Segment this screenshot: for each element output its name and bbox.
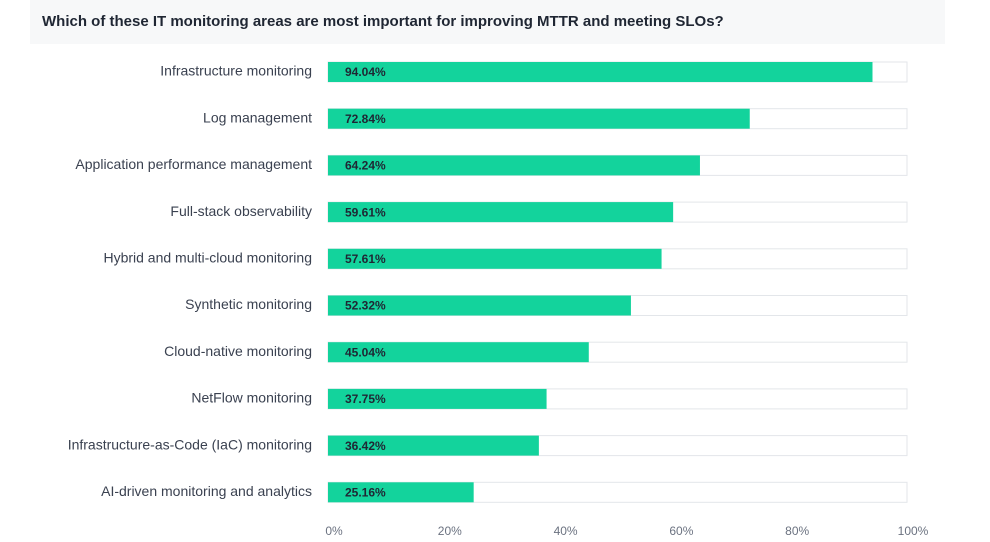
value-label: 37.75% <box>345 392 386 406</box>
title-band <box>30 0 945 44</box>
y-tick-label: Hybrid and multi-cloud monitoring <box>103 250 312 266</box>
bar <box>328 248 662 269</box>
bar <box>328 202 674 223</box>
chart-title: Which of these IT monitoring areas are m… <box>42 13 724 30</box>
x-tick-label: 0% <box>325 524 343 538</box>
y-tick-label: NetFlow monitoring <box>191 390 312 406</box>
bar <box>328 108 750 129</box>
bar <box>328 388 547 409</box>
x-tick-label: 100% <box>898 524 929 538</box>
value-label: 72.84% <box>345 112 386 126</box>
value-label: 45.04% <box>345 345 386 359</box>
y-tick-label: Log management <box>203 109 312 125</box>
bar <box>328 295 631 316</box>
value-label: 59.61% <box>345 205 386 219</box>
y-tick-label: Synthetic monitoring <box>185 296 312 312</box>
y-tick-label: Infrastructure-as-Code (IaC) monitoring <box>68 436 312 452</box>
y-tick-label: Application performance management <box>75 156 312 172</box>
value-label: 52.32% <box>345 299 386 313</box>
bar <box>328 435 539 456</box>
y-tick-label: AI-driven monitoring and analytics <box>101 483 312 499</box>
x-tick-label: 40% <box>554 524 578 538</box>
x-tick-label: 60% <box>669 524 693 538</box>
value-label: 36.42% <box>345 439 386 453</box>
bar <box>328 62 873 82</box>
bar <box>328 155 700 176</box>
value-label: 94.04% <box>345 65 386 79</box>
value-label: 25.16% <box>345 485 386 499</box>
y-tick-label: Full-stack observability <box>170 203 312 219</box>
bar <box>328 482 474 503</box>
x-tick-label: 20% <box>438 524 462 538</box>
value-label: 57.61% <box>345 252 386 266</box>
x-tick-label: 80% <box>785 524 809 538</box>
y-tick-label: Cloud-native monitoring <box>164 343 312 359</box>
y-tick-label: Infrastructure monitoring <box>160 63 312 79</box>
bar <box>328 342 589 363</box>
value-label: 64.24% <box>345 159 386 173</box>
